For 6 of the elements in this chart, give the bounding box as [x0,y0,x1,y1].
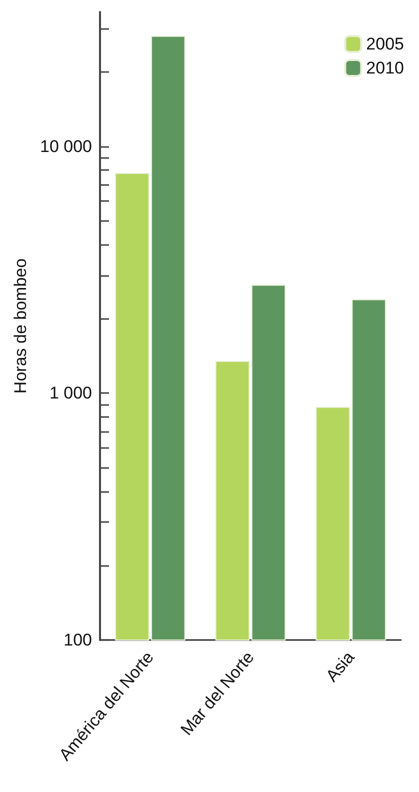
y-tick-label: 100 [64,630,92,650]
y-axis-title: Horas de bombeo [11,258,30,394]
legend-label: 2005 [366,34,404,54]
legend-label: 2010 [366,58,404,78]
y-tick-label: 10 000 [40,136,92,156]
y-tick-label: 1 000 [49,384,92,403]
